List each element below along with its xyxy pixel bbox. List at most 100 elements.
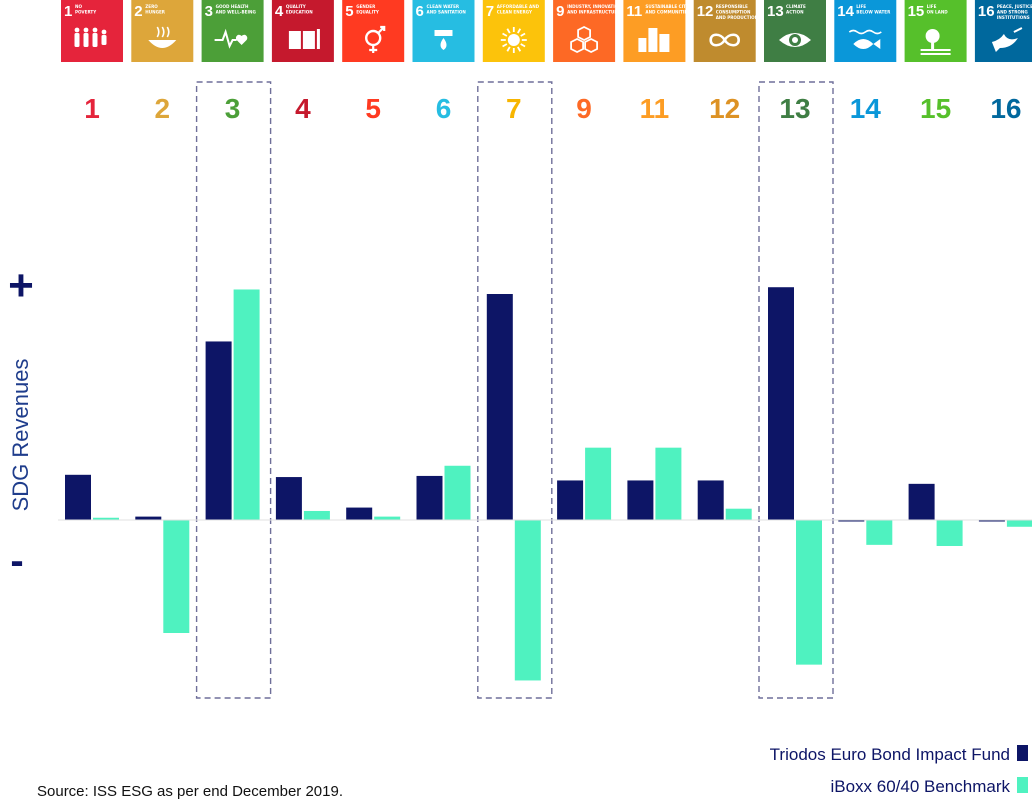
highlight-box-13 [758, 81, 834, 699]
sdg-tile-caption: INDUSTRY, INNOVATION [567, 4, 622, 10]
benchmark-bar-6 [444, 465, 471, 520]
sdg-tile-background [974, 0, 1032, 62]
family-icon [74, 27, 107, 47]
sdg-tile-number: 2 [134, 3, 142, 20]
legend: Triodos Euro Bond Impact Fund iBoxx 60/4… [770, 745, 1028, 796]
sdg-tile-caption: AND PRODUCTION [716, 15, 759, 21]
sdg-tile-background [553, 0, 616, 62]
sdg-tile-caption: POVERTY [75, 10, 97, 16]
y-minus-label: - [10, 539, 23, 583]
legend-label-benchmark: iBoxx 60/40 Benchmark [830, 777, 1010, 796]
sdg-tile-caption: AND STRONG [997, 10, 1028, 16]
fund-bar-11 [627, 480, 654, 520]
benchmark-bar-16 [1006, 520, 1032, 527]
legend-swatch-fund [1017, 745, 1028, 761]
fund-bar-14 [838, 520, 865, 522]
benchmark-bar-14 [866, 520, 893, 545]
legend-label-fund: Triodos Euro Bond Impact Fund [770, 745, 1010, 764]
sdg-tile-caption: ACTION [786, 10, 804, 16]
goal-label-14: 14 [850, 93, 882, 124]
sdg-tile-caption: EQUALITY [356, 10, 380, 16]
fund-bar-4 [275, 477, 302, 520]
benchmark-bar-12 [725, 508, 752, 520]
fund-bar-13 [768, 287, 794, 520]
highlight-box-7 [477, 81, 553, 699]
sdg-tile-caption: CLEAN WATER [427, 4, 460, 10]
cubes-icon [570, 25, 598, 54]
book-icon [288, 29, 320, 49]
infinity-icon [709, 33, 741, 47]
water-drop-icon [434, 30, 453, 50]
highlight-box-3 [195, 81, 272, 699]
goal-label-16: 16 [990, 93, 1021, 124]
city-icon [638, 28, 670, 52]
goal-label-6: 6 [436, 93, 452, 124]
benchmark-bar-4 [303, 510, 330, 520]
fish-icon [848, 29, 882, 49]
sdg-tile-caption: AND WELL-BEING [216, 10, 257, 16]
sdg-tile-number: 6 [416, 3, 424, 20]
fund-bar-6 [416, 475, 443, 520]
goal-label-2: 2 [155, 93, 171, 124]
dove-icon [991, 27, 1023, 52]
fund-bar-9 [557, 480, 584, 520]
sdg-tile-number: 7 [486, 3, 494, 20]
heartbeat-icon [214, 28, 248, 49]
eye-globe-icon [779, 33, 811, 47]
sdg-tile-caption: LIFE [927, 4, 937, 10]
goal-label-12: 12 [709, 93, 740, 124]
fund-bar-7 [486, 294, 513, 520]
sdg-tile-caption: BELOW WATER [856, 10, 891, 16]
benchmark-bar-9 [585, 447, 612, 520]
bowl-icon [148, 26, 177, 48]
sdg-tile-caption: GOOD HEALTH [216, 4, 249, 10]
sdg-tile-caption: PEACE, JUSTICE [997, 4, 1032, 10]
sdg-tile-background [201, 0, 264, 62]
sdg-tile-number: 1 [64, 3, 72, 20]
benchmark-bar-15 [936, 520, 963, 546]
goal-label-9: 9 [576, 93, 592, 124]
sdg-tile-number: 15 [908, 3, 925, 20]
sdg-tile-background [131, 0, 194, 62]
benchmark-bar-2 [163, 520, 190, 633]
goal-label-1: 1 [84, 93, 100, 124]
sdg-tile-number: 14 [837, 3, 854, 20]
sdg-tile-number: 4 [275, 3, 284, 20]
fund-bar-15 [908, 483, 935, 520]
benchmark-bar-13 [796, 520, 822, 665]
sdg-tile-caption: AFFORDABLE AND [497, 4, 540, 10]
fund-bar-5 [346, 507, 373, 520]
goal-label-13: 13 [779, 93, 810, 124]
highlight-boxes [195, 81, 834, 699]
sdg-tile-number: 11 [626, 3, 642, 20]
gender-icon [365, 25, 386, 53]
sdg-tile-background [764, 0, 826, 62]
goal-label-15: 15 [920, 93, 951, 124]
sdg-tile-number: 12 [697, 3, 714, 20]
sdg-tile-background [61, 0, 123, 62]
sun-icon [500, 27, 527, 53]
benchmark-bar-3 [233, 289, 260, 520]
goal-label-3: 3 [225, 93, 241, 124]
fund-bar-12 [697, 480, 724, 520]
fund-bar-1 [65, 474, 91, 520]
sdg-tile-caption: HUNGER [145, 10, 165, 16]
goal-label-5: 5 [365, 93, 381, 124]
fund-bar-3 [205, 341, 232, 520]
legend-swatch-benchmark [1017, 777, 1028, 793]
sdg-tile-number: 16 [978, 3, 995, 20]
sdg-tile-caption: AND INFRASTRUCTURE [567, 10, 620, 16]
y-axis-label: SDG Revenues [8, 359, 33, 512]
sdg-tile-number: 9 [556, 3, 564, 20]
benchmark-bar-1 [93, 517, 119, 520]
